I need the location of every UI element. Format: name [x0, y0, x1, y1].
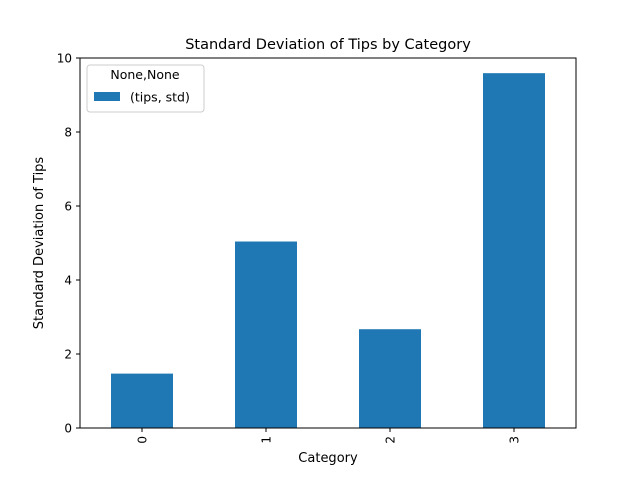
legend: None,None (tips, std)	[86, 64, 205, 113]
y-tick-label: 0	[64, 422, 72, 436]
chart-title: Standard Deviation of Tips by Category	[185, 37, 471, 53]
bar-0	[111, 373, 173, 428]
x-tick-label: 2	[384, 436, 398, 444]
y-tick-label: 4	[64, 274, 72, 288]
x-tick-label: 1	[260, 436, 274, 444]
legend-entry-label: (tips, std)	[130, 90, 190, 105]
y-tick-label: 8	[64, 126, 72, 140]
x-axis: 0 1 2 3	[136, 428, 522, 444]
y-tick-label: 10	[57, 52, 72, 66]
y-tick-label: 2	[64, 348, 72, 362]
bar-2	[359, 329, 421, 428]
bars-layer	[111, 73, 545, 429]
y-tick-label: 6	[64, 200, 72, 214]
bar-1	[235, 241, 297, 428]
legend-swatch	[94, 92, 120, 101]
bar-3	[483, 73, 545, 429]
x-axis-label: Category	[298, 451, 358, 466]
plot-frame	[79, 57, 577, 429]
y-axis: 0 2 4 6 8 10	[57, 52, 80, 436]
x-tick-label: 0	[136, 436, 150, 444]
legend-title: None,None	[110, 67, 180, 82]
x-tick-label: 3	[508, 436, 522, 444]
y-axis-label: Standard Deviation of Tips	[32, 157, 47, 330]
